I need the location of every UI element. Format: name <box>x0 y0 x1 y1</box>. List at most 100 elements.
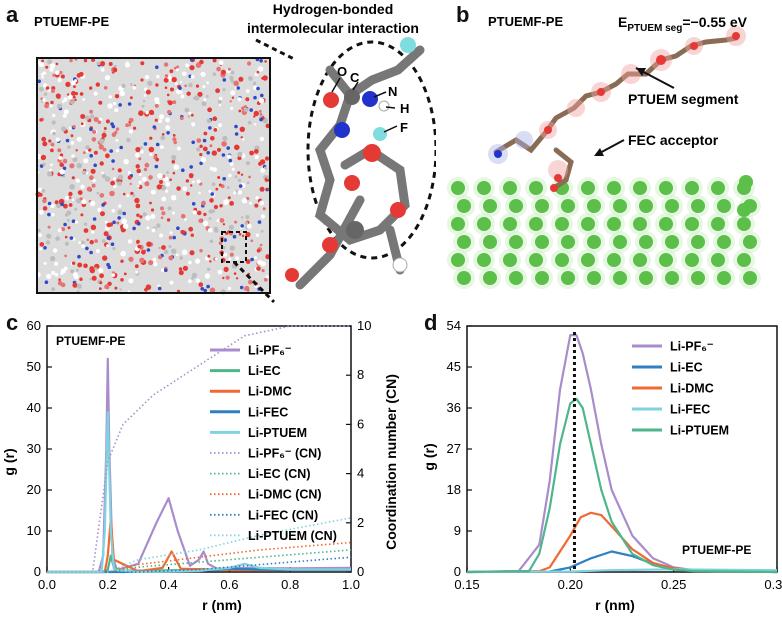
md-atom <box>59 162 65 168</box>
md-atom <box>188 82 193 88</box>
md-atom <box>170 87 174 92</box>
md-atom <box>149 153 153 156</box>
md-atom <box>222 88 226 92</box>
md-atom <box>117 168 122 173</box>
li-atom <box>451 181 465 195</box>
md-atom <box>259 136 265 142</box>
md-atom <box>159 233 164 238</box>
md-atom <box>54 70 60 75</box>
legend-label-1: Li-EC <box>248 364 281 378</box>
md-atom <box>112 67 118 73</box>
md-atom <box>163 77 169 83</box>
md-atom <box>70 134 74 138</box>
md-atom <box>215 88 221 94</box>
md-atom <box>127 175 132 180</box>
md-atom <box>95 82 101 87</box>
md-atom <box>150 189 156 195</box>
md-atom <box>79 277 83 281</box>
md-atom <box>254 155 259 160</box>
md-atom <box>199 144 203 148</box>
md-atom <box>71 176 75 180</box>
md-atom <box>145 89 151 95</box>
md-atom <box>63 222 67 227</box>
md-atom <box>138 180 142 184</box>
md-atom <box>99 61 106 67</box>
md-atom <box>70 269 75 274</box>
md-atom <box>164 189 169 193</box>
md-atom <box>176 146 181 151</box>
md-atom <box>158 246 161 250</box>
md-atom <box>86 186 92 192</box>
md-atom <box>202 85 206 89</box>
md-atom <box>248 76 253 81</box>
md-atom <box>64 254 67 258</box>
md-atom <box>228 173 232 178</box>
md-atom <box>56 202 62 209</box>
md-atom <box>218 241 223 245</box>
md-atom <box>54 200 59 205</box>
md-atom <box>66 93 70 96</box>
md-atom <box>259 243 263 247</box>
md-atom <box>50 88 55 93</box>
md-atom <box>259 159 266 165</box>
md-atom <box>257 260 263 265</box>
md-atom <box>165 117 171 123</box>
md-atom <box>259 186 265 192</box>
li-atom <box>607 181 621 195</box>
md-atom <box>203 288 207 293</box>
md-atom <box>69 126 72 130</box>
md-atom <box>65 138 70 143</box>
md-atom <box>149 136 153 140</box>
md-atom <box>74 220 79 224</box>
md-atom <box>152 125 157 129</box>
md-atom <box>145 111 149 115</box>
md-atom <box>77 254 81 259</box>
md-atom <box>189 174 194 179</box>
md-atom <box>75 268 79 272</box>
md-atom <box>237 171 241 175</box>
md-atom <box>172 100 177 105</box>
li-atom <box>535 199 549 213</box>
md-atom <box>210 136 215 141</box>
md-atom <box>96 61 101 66</box>
md-atom <box>140 78 144 82</box>
md-atom <box>229 201 235 206</box>
md-atom <box>166 218 171 222</box>
md-atom <box>189 250 195 256</box>
md-atom <box>143 167 148 172</box>
md-atom <box>192 210 197 215</box>
md-atom <box>208 209 213 214</box>
md-atom <box>99 273 104 279</box>
md-atom <box>67 226 71 230</box>
li-atom <box>691 271 705 285</box>
md-atom <box>262 207 266 211</box>
md-atom <box>49 67 54 72</box>
li-atom <box>503 217 517 231</box>
md-atom <box>93 163 97 168</box>
md-atom <box>64 235 68 239</box>
md-atom <box>185 179 190 183</box>
segment-arrow-head <box>636 68 646 76</box>
md-atom <box>206 284 210 289</box>
md-atom <box>144 181 150 187</box>
chart-d-xlabel: r (nm) <box>595 597 635 613</box>
md-atom <box>39 242 45 247</box>
md-atom <box>228 158 233 163</box>
li-atom <box>665 235 679 249</box>
li-atom <box>717 199 731 213</box>
md-atom <box>122 223 129 229</box>
md-atom <box>246 181 250 185</box>
md-atom <box>232 234 237 239</box>
md-atom <box>237 178 242 182</box>
md-atom <box>62 175 66 178</box>
md-atom <box>169 69 174 74</box>
md-atom <box>89 266 95 272</box>
md-atom <box>169 280 174 285</box>
md-atom <box>240 136 243 139</box>
md-atom <box>98 144 104 150</box>
md-atom <box>206 267 211 271</box>
md-atom <box>228 224 234 230</box>
chart-d-axes: 0.15 0.20 0.25 0.30 0 9 18 27 36 45 54 <box>447 318 782 592</box>
md-atom <box>128 123 132 127</box>
md-atom <box>114 108 119 113</box>
